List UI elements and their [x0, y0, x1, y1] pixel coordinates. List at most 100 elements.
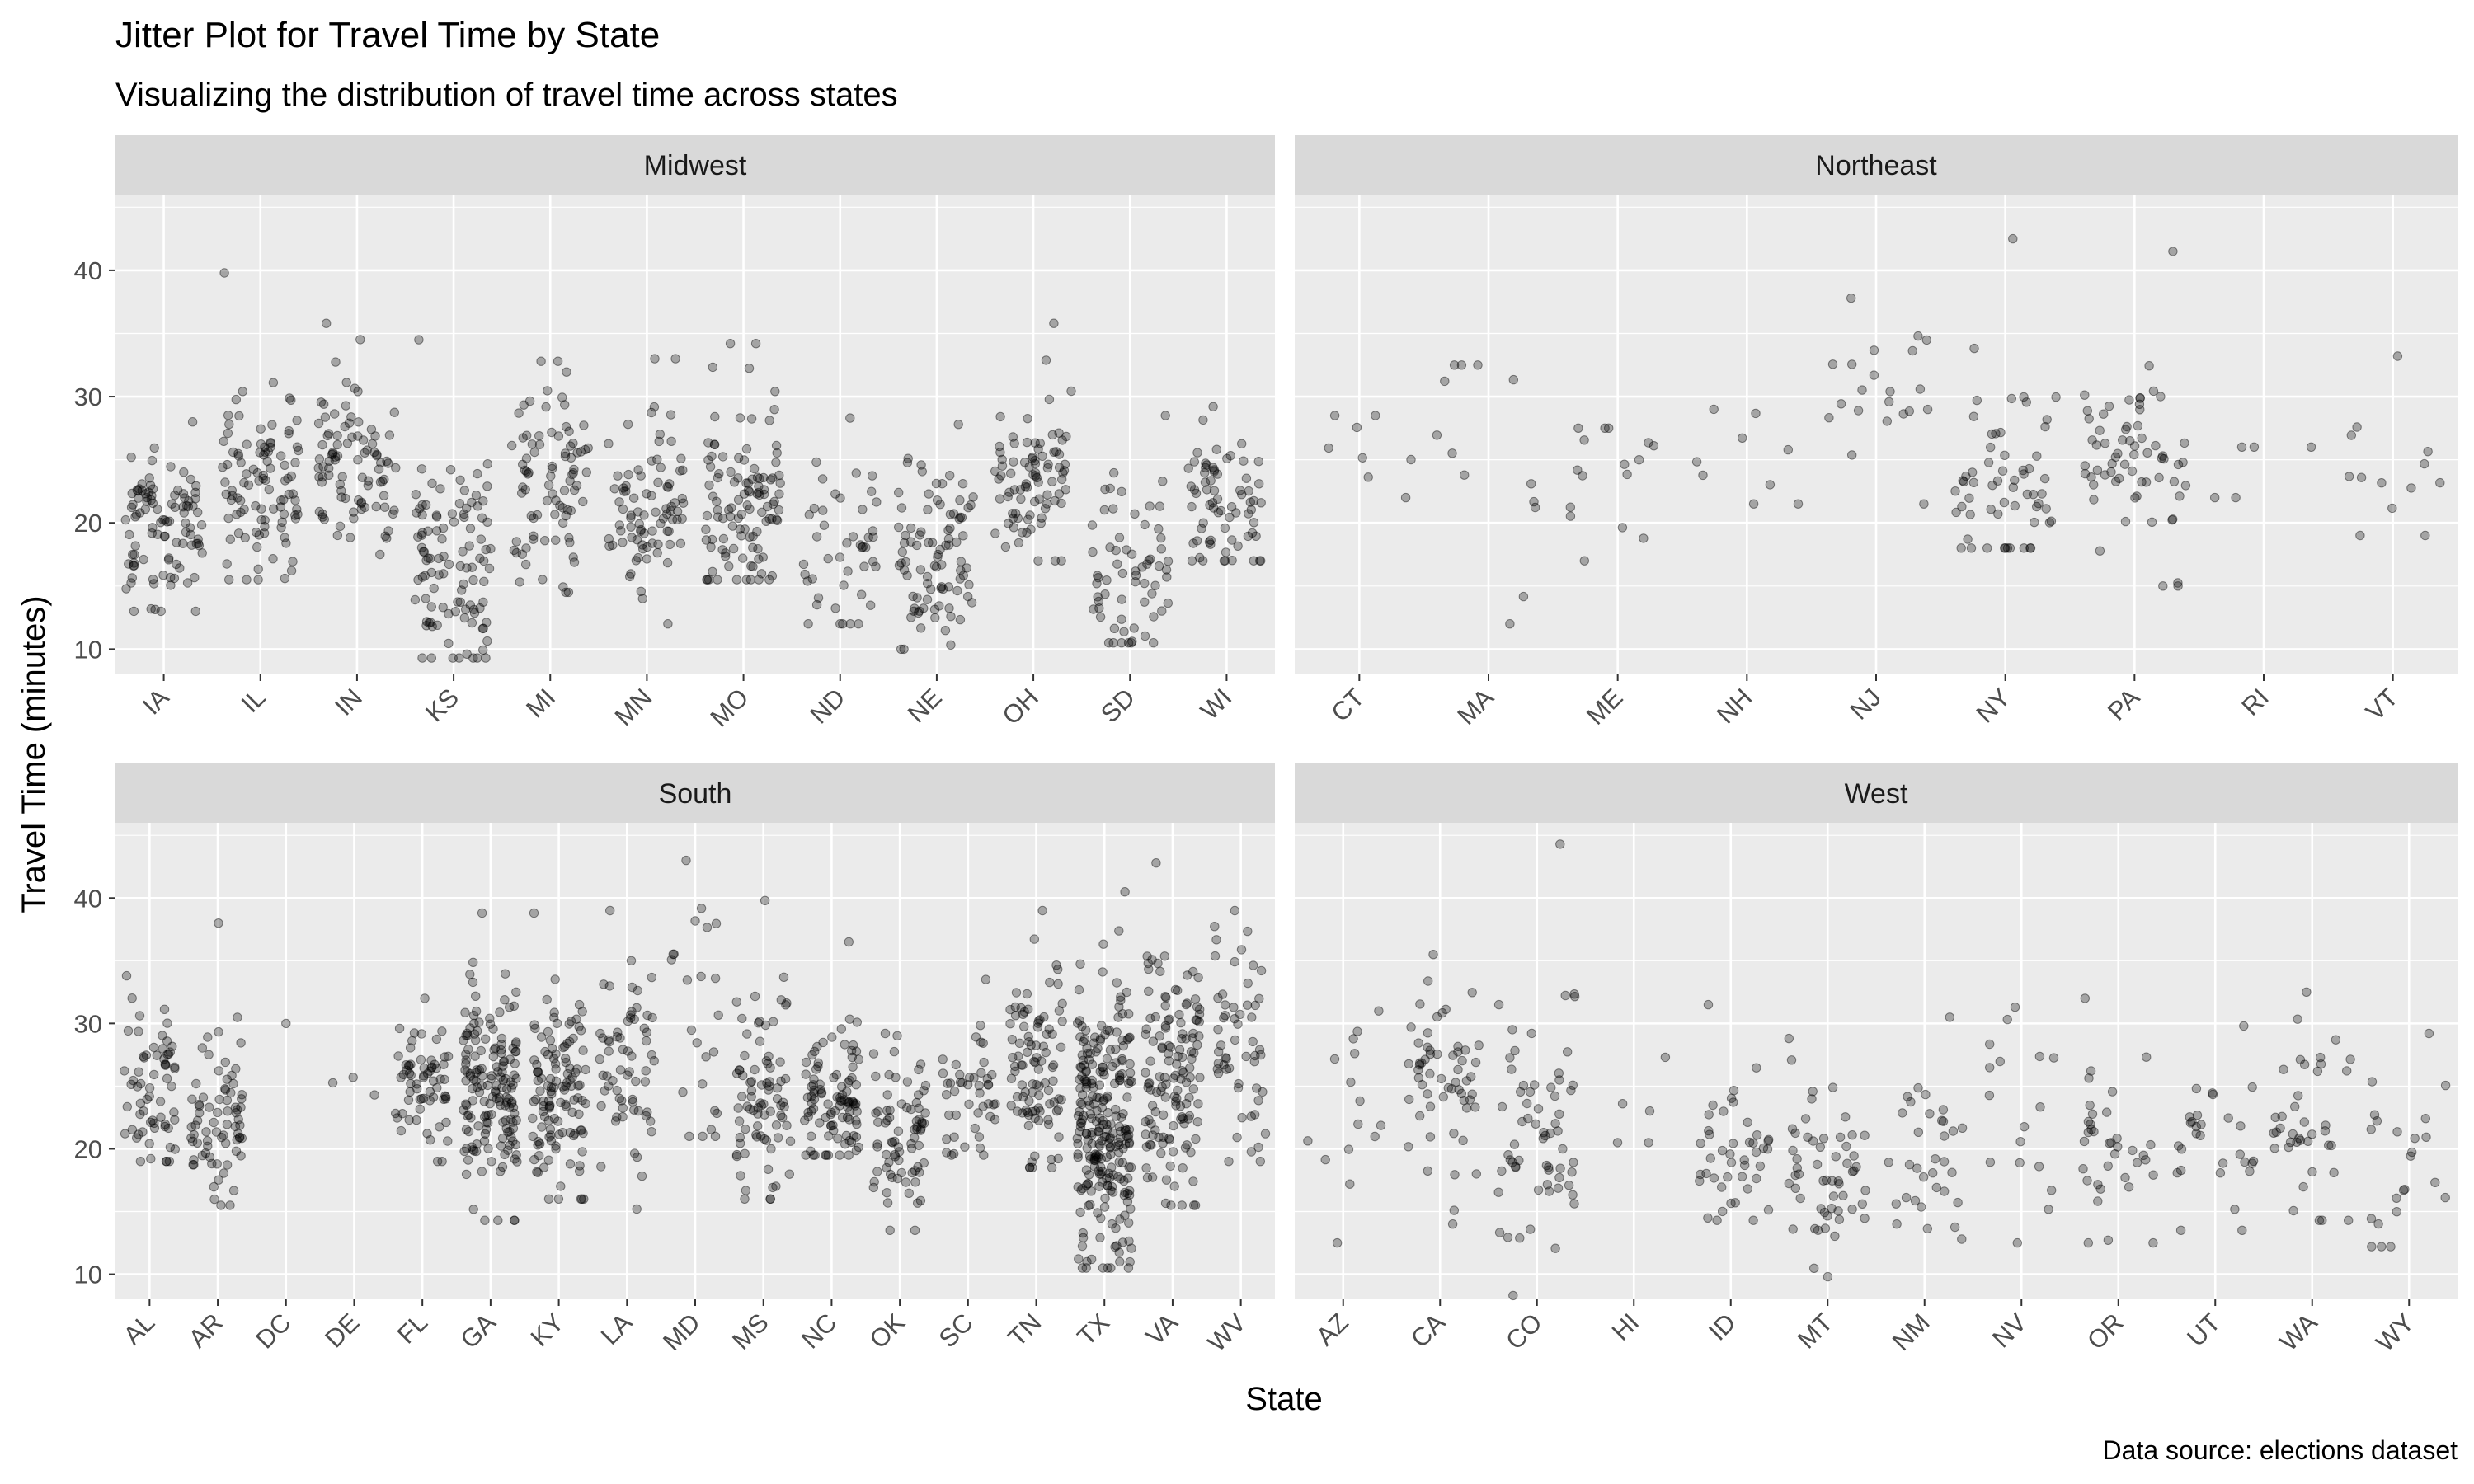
data-point	[1169, 1092, 1180, 1101]
data-point	[2124, 395, 2134, 405]
data-point	[1210, 922, 1220, 932]
data-point	[1178, 1068, 1188, 1078]
data-point	[471, 1146, 482, 1157]
data-point	[341, 378, 351, 387]
data-point	[144, 1092, 154, 1101]
data-point	[1820, 1223, 1831, 1233]
data-point	[2025, 543, 2036, 553]
data-point	[1007, 1035, 1018, 1045]
data-point	[940, 626, 951, 636]
data-point	[941, 540, 951, 551]
data-point	[2293, 1014, 2302, 1024]
data-point	[707, 534, 717, 545]
data-point	[642, 542, 652, 552]
data-point	[880, 1028, 891, 1039]
data-point	[1193, 1099, 1203, 1109]
data-point	[1089, 1155, 1099, 1165]
data-point	[1077, 1099, 1087, 1110]
data-point	[266, 439, 275, 448]
data-point	[549, 1114, 559, 1124]
data-point	[372, 451, 382, 461]
data-point	[495, 1007, 505, 1017]
data-point	[173, 485, 183, 495]
data-point	[1095, 1034, 1106, 1044]
data-point	[736, 531, 746, 541]
data-point	[2269, 1128, 2279, 1139]
data-point	[1233, 1019, 1243, 1029]
data-point	[362, 445, 372, 455]
data-point	[1075, 1083, 1085, 1093]
data-point	[1083, 1179, 1094, 1189]
data-point	[1104, 1173, 1115, 1183]
data-point	[468, 1145, 478, 1155]
data-point	[608, 1076, 618, 1086]
data-point	[1569, 1199, 1579, 1209]
data-point	[412, 508, 421, 518]
data-point	[439, 569, 449, 579]
data-point	[1823, 1211, 1832, 1221]
data-point	[1201, 458, 1211, 468]
data-point	[1213, 1059, 1224, 1068]
data-point	[477, 908, 487, 918]
points-ri	[2210, 442, 2316, 503]
data-point	[768, 473, 778, 483]
data-point	[416, 542, 427, 552]
data-point	[425, 1096, 435, 1106]
data-point	[848, 1040, 858, 1050]
data-point	[2239, 1021, 2249, 1031]
data-point	[528, 1131, 538, 1142]
data-point	[775, 478, 785, 488]
data-point	[764, 514, 774, 524]
data-point	[474, 1017, 484, 1027]
data-point	[809, 1085, 819, 1096]
data-point	[2215, 1168, 2226, 1178]
data-point	[349, 514, 359, 524]
data-point	[750, 1064, 760, 1075]
data-point	[847, 1052, 858, 1063]
data-point	[1857, 385, 1867, 395]
data-point	[1034, 1090, 1044, 1101]
data-point	[844, 1115, 854, 1125]
data-point	[1440, 376, 1450, 387]
data-point	[536, 1032, 547, 1042]
data-point	[1533, 1185, 1544, 1195]
data-point	[763, 1164, 774, 1175]
data-point	[1145, 1056, 1155, 1066]
data-point	[647, 1127, 656, 1137]
data-point	[317, 509, 327, 519]
data-point	[1744, 1137, 1755, 1148]
data-point	[496, 1167, 506, 1176]
data-point	[175, 563, 185, 573]
data-point	[1919, 499, 1929, 509]
data-point	[1010, 1011, 1021, 1021]
data-point	[201, 1127, 211, 1137]
data-point	[1182, 1099, 1192, 1109]
data-point	[2138, 1150, 2148, 1161]
data-point	[1821, 1175, 1832, 1186]
data-point	[913, 608, 924, 618]
data-point	[963, 503, 973, 513]
data-point	[139, 554, 148, 565]
data-point	[469, 1029, 480, 1039]
points-nv	[1984, 1002, 2059, 1248]
data-point	[1054, 1006, 1065, 1016]
data-point	[148, 484, 158, 494]
data-point	[1081, 1082, 1091, 1093]
data-point	[419, 1071, 429, 1081]
data-point	[523, 469, 533, 479]
data-point	[830, 489, 840, 499]
data-point	[1206, 539, 1216, 549]
data-point	[190, 606, 201, 617]
data-point	[127, 1125, 138, 1135]
data-point	[1157, 1043, 1167, 1054]
data-point	[1458, 1135, 1468, 1146]
data-point	[1884, 397, 1894, 406]
data-point	[1717, 1145, 1728, 1156]
data-point	[664, 526, 674, 537]
data-point	[1249, 556, 1258, 566]
data-point	[1212, 469, 1223, 479]
data-point	[1209, 465, 1220, 475]
data-point	[170, 1115, 180, 1125]
data-point	[836, 1096, 847, 1106]
points-nd	[798, 413, 882, 629]
